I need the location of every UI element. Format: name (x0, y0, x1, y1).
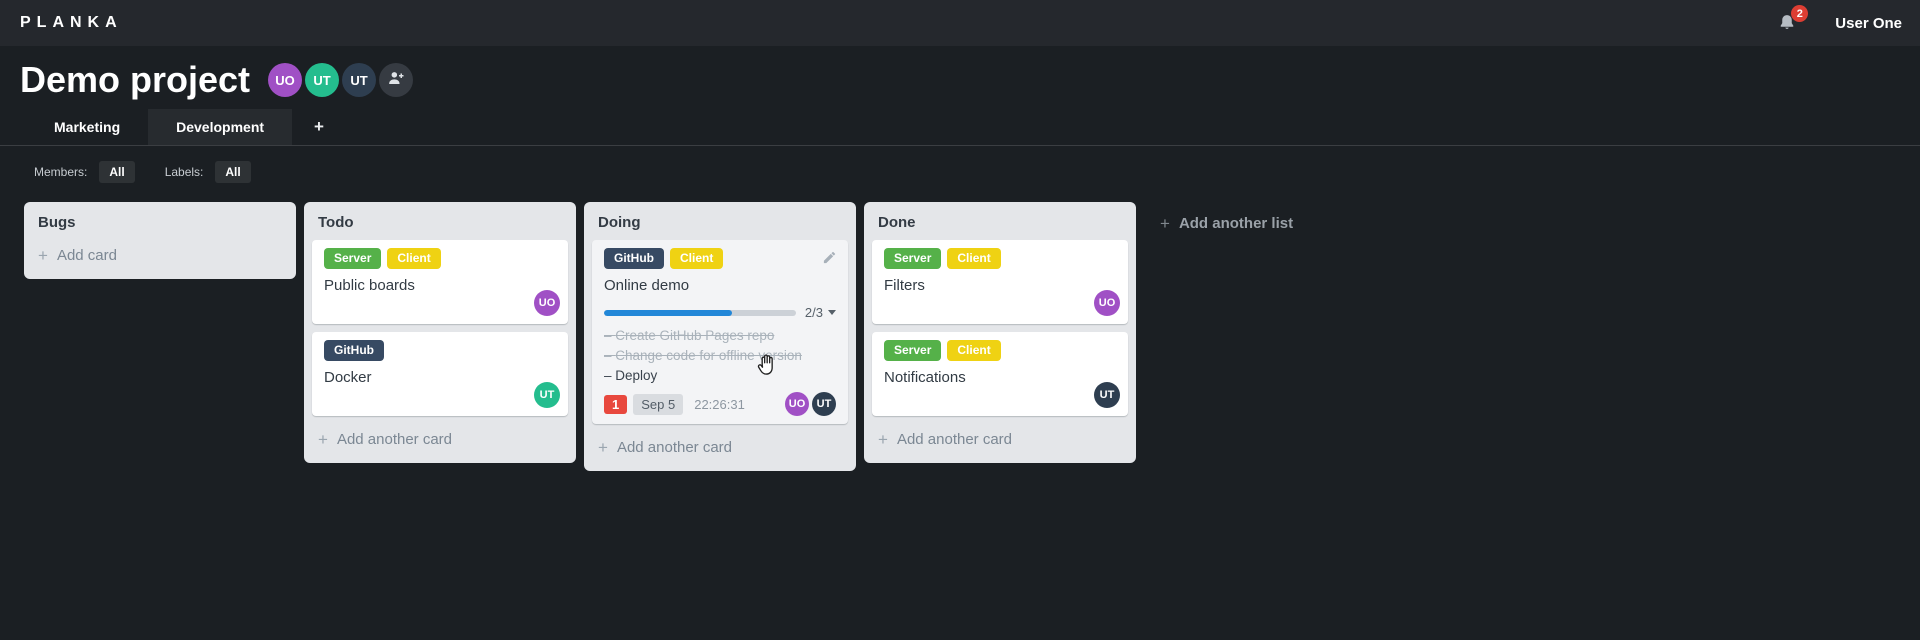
card-docker[interactable]: GitHub Docker UT (312, 332, 568, 416)
board-tabs: Marketing Development + (0, 109, 1920, 146)
plus-icon: + (38, 246, 48, 265)
card-member-avatar[interactable]: UT (1094, 382, 1120, 408)
card-label: GitHub (324, 340, 384, 361)
tasks-toggle[interactable]: 2/3 (805, 305, 836, 320)
card-filters[interactable]: Server Client Filters UO (872, 240, 1128, 324)
card-label: GitHub (604, 248, 664, 269)
list-title[interactable]: Done (878, 214, 916, 231)
card-label: Server (884, 340, 942, 361)
list-doing: Doing GitHub Client Online demo (584, 202, 856, 471)
user-menu[interactable]: User One (1835, 14, 1902, 32)
add-card-button[interactable]: + Add another card (318, 430, 453, 449)
member-avatar[interactable]: UO (268, 63, 303, 97)
notification-count-badge: 2 (1791, 5, 1809, 22)
plus-icon: + (314, 117, 324, 136)
project-members: UO UT UT (268, 63, 414, 97)
card-label: Client (670, 248, 724, 269)
add-member-button[interactable] (379, 63, 414, 97)
card-public-boards[interactable]: Server Client Public boards UO (312, 240, 568, 324)
card-title: Filters (884, 277, 925, 294)
card-notifications[interactable]: Server Client Notifications UT (872, 332, 1128, 416)
member-avatar[interactable]: UT (305, 63, 340, 97)
card-title: Public boards (324, 277, 415, 294)
card-title: Online demo (604, 277, 690, 294)
list-title[interactable]: Todo (318, 214, 354, 231)
list-done: Done Server Client Filters UO Server Cli… (864, 202, 1136, 463)
card-online-demo[interactable]: GitHub Client Online demo 2/3 (592, 240, 848, 424)
plus-icon: + (598, 438, 608, 457)
card-label: Server (324, 248, 382, 269)
card-label: Client (387, 248, 441, 269)
list-bugs: Bugs + Add card (24, 202, 296, 279)
card-member-avatar[interactable]: UT (812, 392, 836, 416)
add-card-button[interactable]: + Add card (38, 246, 117, 265)
person-add-icon (386, 68, 406, 93)
card-label: Client (947, 340, 1001, 361)
filter-bar: Members: All Labels: All (0, 146, 1920, 184)
member-avatar[interactable]: UT (342, 63, 377, 97)
task-item: Deploy (604, 365, 836, 385)
card-title: Notifications (884, 369, 966, 386)
chevron-down-icon (828, 310, 836, 315)
task-item: Create GitHub Pages repo (604, 325, 836, 345)
labels-filter-label: Labels: (164, 164, 204, 179)
add-board-button[interactable]: + (298, 109, 340, 145)
card-member-avatar[interactable]: UO (534, 290, 560, 316)
card-title: Docker (324, 369, 372, 386)
planka-logo[interactable]: PLANKA (20, 14, 123, 31)
task-item: Change code for offline version (604, 345, 836, 365)
labels-filter-value[interactable]: All (215, 160, 251, 183)
progress-bar-fill (604, 309, 732, 316)
add-card-button[interactable]: + Add another card (598, 438, 733, 457)
topbar: PLANKA 2 User One (0, 0, 1920, 46)
plus-icon: + (318, 430, 328, 449)
progress-bar (604, 309, 796, 316)
board: Bugs + Add card Todo Server Client Publi… (0, 184, 1920, 471)
tasks-progress: 2/3 (604, 305, 836, 320)
due-date-badge: Sep 5 (633, 393, 684, 415)
card-member-avatar[interactable]: UO (1094, 290, 1120, 316)
timer-badge[interactable]: 22:26:31 (694, 396, 745, 412)
card-label: Server (884, 248, 942, 269)
project-header: Demo project UO UT UT (0, 46, 1920, 101)
topbar-right: 2 User One (1777, 5, 1902, 33)
card-member-avatar[interactable]: UO (785, 392, 809, 416)
add-card-button[interactable]: + Add another card (878, 430, 1013, 449)
due-count-badge: 1 (604, 394, 628, 414)
list-title[interactable]: Doing (598, 214, 641, 231)
list-todo: Todo Server Client Public boards UO GitH… (304, 202, 576, 463)
add-list-button[interactable]: + Add another list (1160, 214, 1294, 233)
list-title[interactable]: Bugs (38, 214, 76, 231)
plus-icon: + (1160, 214, 1170, 233)
edit-card-icon[interactable] (822, 250, 837, 270)
members-filter-label: Members: (34, 164, 88, 179)
card-member-avatar[interactable]: UT (534, 382, 560, 408)
notifications-button[interactable]: 2 (1777, 5, 1809, 33)
tab-marketing[interactable]: Marketing (54, 119, 121, 135)
project-title[interactable]: Demo project (20, 59, 251, 100)
plus-icon: + (878, 430, 888, 449)
tab-development[interactable]: Development (148, 109, 293, 145)
card-label: Client (947, 248, 1001, 269)
members-filter-value[interactable]: All (99, 160, 135, 183)
bell-icon (1777, 13, 1797, 33)
